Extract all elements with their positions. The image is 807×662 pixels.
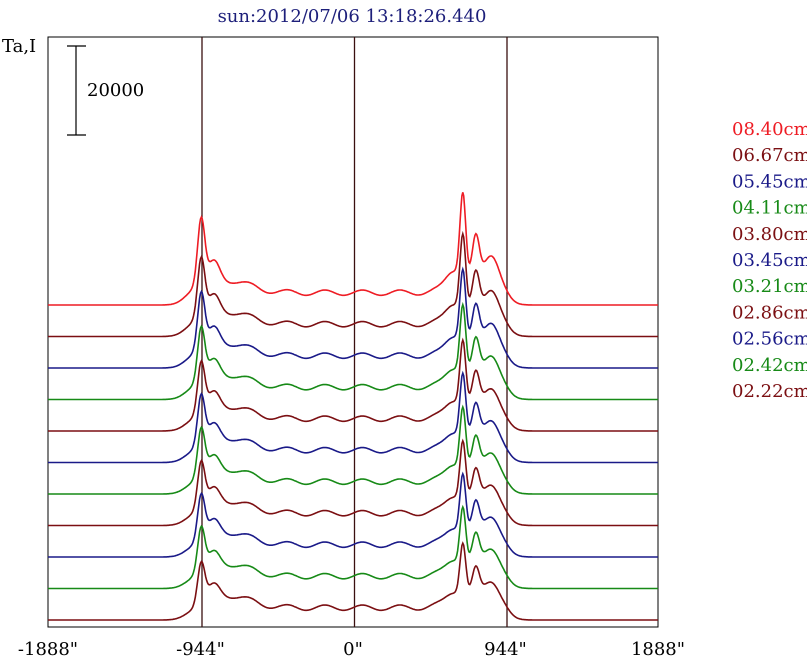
series-line-02.56cm — [48, 471, 658, 558]
legend-item: 03.21cm — [732, 276, 807, 297]
series-line-04.11cm — [48, 301, 658, 401]
series-line-03.21cm — [48, 404, 658, 495]
vertical-reference-lines — [201, 37, 508, 627]
series-line-03.80cm — [48, 337, 658, 432]
y-axis-label: Ta,I — [2, 36, 36, 57]
legend: 08.40cm 06.67cm 05.45cm 04.11cm 03.80cm 03.45… — [732, 119, 807, 402]
legend-item: 05.45cm — [732, 171, 807, 192]
legend-item: 06.67cm — [732, 145, 807, 166]
series-line-02.86cm — [48, 438, 658, 527]
plot-frame — [47, 36, 659, 628]
legend-item: 08.40cm — [732, 119, 807, 140]
legend-item: 03.45cm — [732, 250, 807, 271]
series-line-05.45cm — [48, 266, 658, 369]
series-line-02.22cm — [48, 541, 658, 621]
scale-bar-label: 20000 — [87, 80, 144, 101]
x-tick-label: -1888" — [18, 639, 78, 660]
legend-item: 04.11cm — [732, 198, 807, 219]
x-tick-label: -944" — [176, 639, 225, 660]
series-line-06.67cm — [48, 230, 658, 338]
legend-item: 03.80cm — [732, 224, 807, 245]
series-line-03.45cm — [48, 370, 658, 464]
legend-item: 02.42cm — [732, 355, 807, 376]
scale-bar: 20000 — [67, 45, 144, 136]
x-tick-label: 0" — [343, 639, 363, 660]
x-tick-label: 1888" — [631, 639, 685, 660]
series-group — [48, 192, 658, 621]
chart-title: sun:2012/07/06 13:18:26.440 — [218, 6, 487, 27]
legend-item: 02.56cm — [732, 329, 807, 350]
x-tick-label: 944" — [484, 639, 527, 660]
legend-item: 02.22cm — [732, 381, 807, 402]
x-axis-ticks: -1888" -944" 0" 944" 1888" — [18, 639, 685, 660]
series-line-08.40cm — [48, 192, 658, 306]
legend-item: 02.86cm — [732, 302, 807, 323]
series-line-02.42cm — [48, 504, 658, 590]
